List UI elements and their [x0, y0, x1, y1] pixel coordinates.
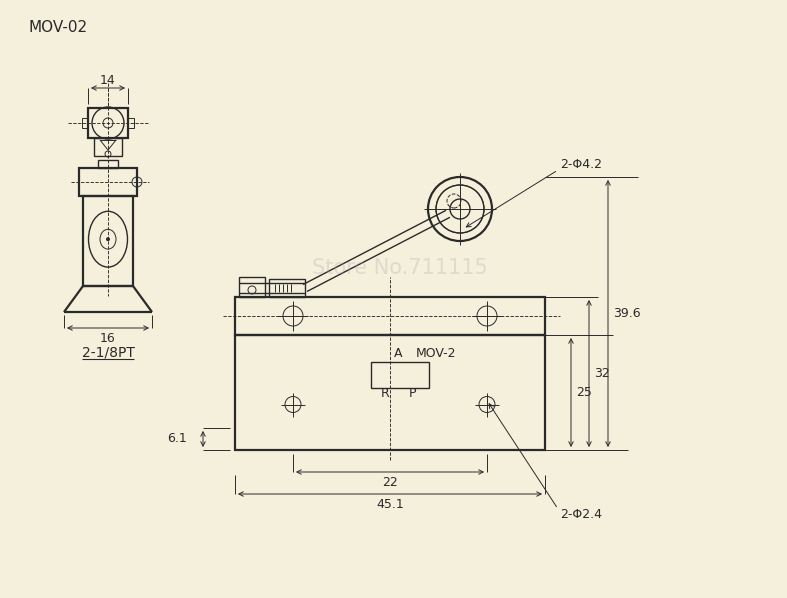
Text: 2-Φ4.2: 2-Φ4.2: [560, 158, 602, 172]
Bar: [79, 168, 137, 196]
Bar: [235, 335, 545, 450]
Bar: [82, 118, 88, 128]
Text: Store No.711115: Store No.711115: [312, 258, 488, 278]
Bar: [83, 196, 133, 286]
Text: 25: 25: [576, 386, 592, 399]
Bar: [98, 160, 118, 168]
Text: MOV-2: MOV-2: [416, 347, 456, 360]
Text: 2-1/8PT: 2-1/8PT: [82, 345, 135, 359]
Bar: [239, 277, 265, 297]
Bar: [371, 362, 429, 388]
Text: R: R: [381, 387, 390, 400]
Text: 22: 22: [382, 475, 398, 489]
Text: 6.1: 6.1: [167, 432, 187, 446]
Text: 32: 32: [594, 367, 610, 380]
Text: 45.1: 45.1: [376, 498, 404, 511]
Text: 39.6: 39.6: [613, 307, 641, 320]
Bar: [269, 279, 305, 297]
Text: P: P: [409, 387, 417, 400]
Circle shape: [106, 237, 109, 241]
Bar: [88, 108, 128, 138]
Text: MOV-02: MOV-02: [28, 20, 87, 35]
Text: A: A: [394, 347, 402, 360]
Bar: [128, 118, 134, 128]
Text: 2-Φ2.4: 2-Φ2.4: [560, 508, 602, 521]
Bar: [235, 297, 545, 335]
Bar: [94, 138, 122, 156]
Text: 16: 16: [100, 331, 116, 344]
Text: 14: 14: [100, 75, 116, 87]
